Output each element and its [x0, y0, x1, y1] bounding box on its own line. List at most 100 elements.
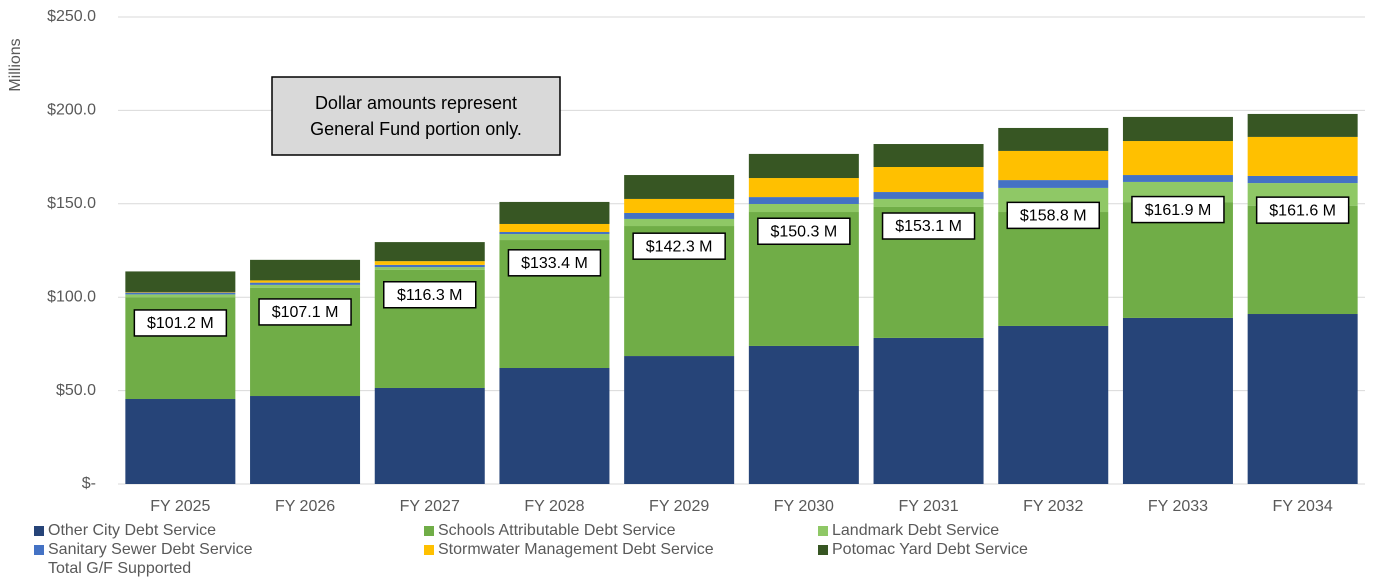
bar-segment: [250, 280, 361, 283]
data-label: $161.6 M: [1269, 202, 1336, 219]
legend-swatch: [818, 545, 828, 555]
legend-swatch: [818, 526, 828, 536]
bar-segment: [499, 223, 610, 233]
bar-segment: [499, 367, 610, 484]
annotation-box: [271, 76, 561, 156]
bar-segment: [998, 127, 1109, 151]
y-tick-label: $-: [82, 475, 96, 492]
bar-segment: [250, 259, 361, 281]
bar-segment: [748, 197, 859, 204]
bar-segment: [873, 192, 984, 199]
bar-segment: [499, 232, 610, 235]
legend-swatch: [34, 526, 44, 536]
bar-segment: [998, 180, 1109, 188]
data-label: $150.3 M: [770, 223, 837, 240]
bar-segment: [1247, 314, 1358, 484]
bar-segment: [624, 212, 735, 219]
bar-segment: [748, 178, 859, 198]
y-tick-label: $200.0: [47, 102, 96, 119]
x-tick-label: FY 2032: [1023, 498, 1083, 515]
bar-segment: [1122, 175, 1233, 182]
data-label-box: [507, 249, 602, 277]
legend-swatch: [34, 545, 44, 555]
x-tick-label: FY 2028: [524, 498, 584, 515]
bar-segment: [998, 150, 1109, 181]
data-label: $133.4 M: [521, 255, 588, 272]
data-label-box: [133, 309, 228, 337]
legend-swatch: [424, 526, 434, 536]
data-label-box: [1006, 201, 1100, 230]
bar-segment: [1122, 116, 1233, 142]
data-label: $161.9 M: [1145, 202, 1212, 219]
legend-label: Stormwater Management Debt Service: [438, 541, 714, 558]
bar-segment: [374, 387, 485, 484]
bar-segment: [873, 198, 984, 207]
x-tick-label: FY 2027: [400, 498, 460, 515]
y-tick-label: $250.0: [47, 8, 96, 25]
y-tick-label: $100.0: [47, 288, 96, 305]
bar-segment: [624, 175, 735, 199]
bar-segment: [1122, 141, 1233, 176]
data-label-box: [1255, 196, 1350, 224]
data-label: $107.1 M: [272, 304, 339, 321]
y-tick-label: $50.0: [56, 382, 96, 399]
data-label: $101.2 M: [147, 315, 214, 332]
bar-segment: [624, 198, 735, 213]
x-tick-label: FY 2034: [1273, 498, 1333, 515]
bar-segment: [374, 261, 485, 265]
legend-label: Sanitary Sewer Debt Service: [48, 541, 253, 558]
legend-label: Total G/F Supported: [48, 560, 191, 577]
data-label-box: [757, 217, 851, 245]
bar-segment: [748, 203, 859, 213]
x-tick-label: FY 2031: [898, 498, 958, 515]
bar-segment: [250, 282, 361, 285]
x-tick-label: FY 2025: [150, 498, 210, 515]
bar-segment: [873, 144, 984, 168]
bar-segment: [1122, 317, 1233, 484]
data-label: $158.8 M: [1020, 208, 1087, 225]
bar-segment: [1247, 136, 1358, 176]
legend-label: Landmark Debt Service: [832, 522, 999, 539]
bar-segment: [624, 356, 735, 484]
bar-segment: [125, 294, 236, 298]
bar-segment: [374, 242, 485, 262]
annotation-text: Dollar amounts represent: [315, 93, 517, 113]
bar-segment: [748, 153, 859, 179]
x-tick-label: FY 2033: [1148, 498, 1208, 515]
bar-segment: [250, 284, 361, 288]
bar-segment: [125, 399, 236, 484]
legend-label: Schools Attributable Debt Service: [438, 522, 676, 539]
data-label-box: [258, 298, 352, 326]
data-label: $142.3 M: [646, 238, 713, 255]
annotation-text: General Fund portion only.: [310, 119, 522, 139]
legend-label: Potomac Yard Debt Service: [832, 541, 1028, 558]
bar-segment: [998, 212, 1109, 326]
data-label: $153.1 M: [895, 218, 962, 235]
bar-segment: [873, 167, 984, 193]
bar-segment: [125, 271, 236, 292]
x-tick-label: FY 2030: [774, 498, 834, 515]
bar-segment: [374, 264, 485, 268]
x-tick-label: FY 2026: [275, 498, 335, 515]
data-label-box: [881, 212, 976, 240]
bar-segment: [374, 267, 485, 270]
legend-label: Other City Debt Service: [48, 522, 216, 539]
bar-segment: [250, 396, 361, 484]
data-label: $116.3 M: [397, 287, 463, 304]
bar-segment: [125, 291, 236, 293]
x-tick-label: FY 2029: [649, 498, 709, 515]
bar-segment: [624, 218, 735, 227]
data-label-box: [383, 281, 477, 309]
y-tick-label: $150.0: [47, 195, 96, 212]
bar-segment: [125, 292, 236, 295]
y-axis-label: Millions: [7, 38, 24, 91]
data-label-box: [1131, 195, 1225, 224]
bar-segment: [998, 325, 1109, 484]
legend-swatch: [424, 545, 434, 555]
data-label-box: [632, 232, 726, 260]
bar-segment: [748, 345, 859, 484]
bar-segment: [873, 337, 984, 484]
bar-segment: [499, 201, 610, 224]
bar-segment: [1247, 113, 1358, 137]
